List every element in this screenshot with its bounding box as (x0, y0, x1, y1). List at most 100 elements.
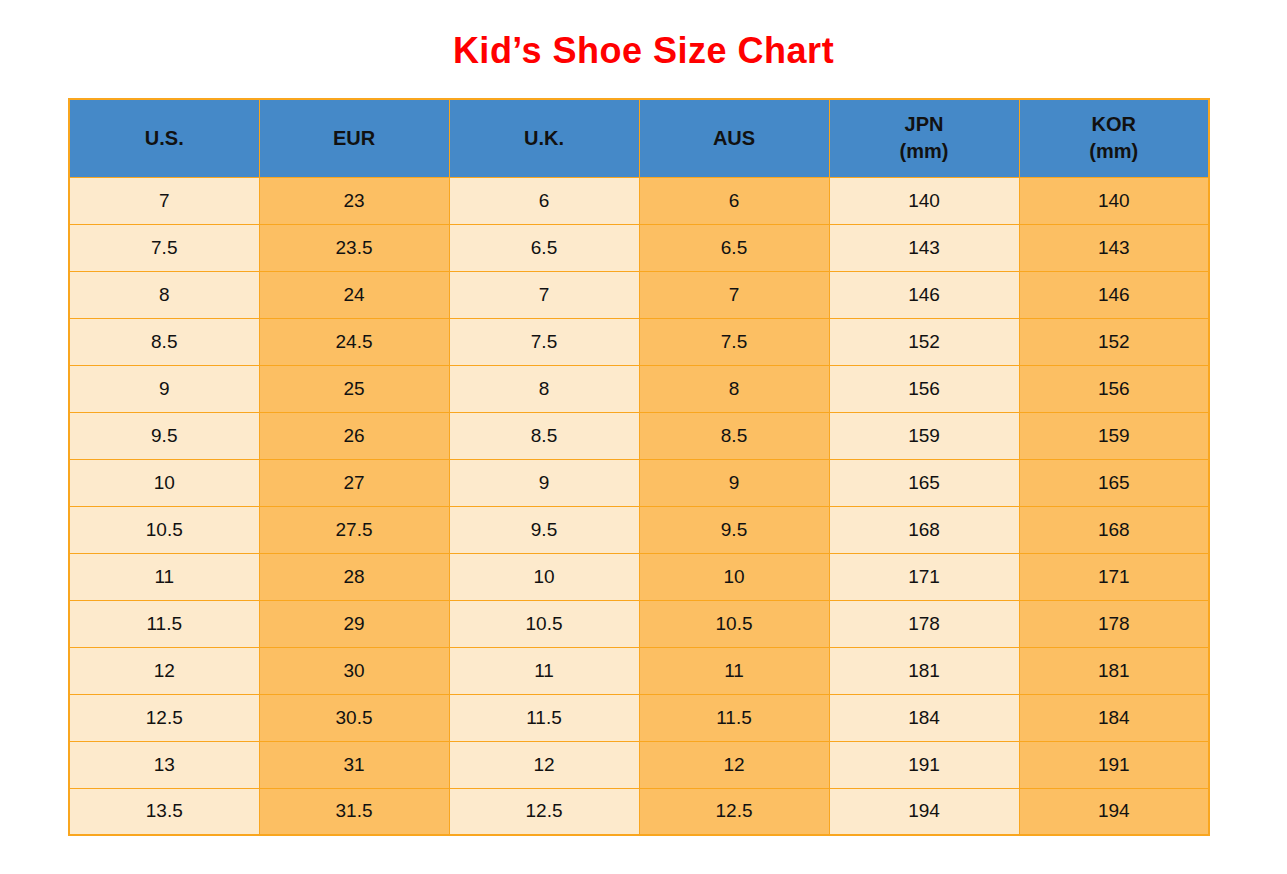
table-cell: 184 (1019, 694, 1209, 741)
table-cell: 152 (1019, 318, 1209, 365)
column-header-aus: AUS (639, 99, 829, 177)
table-row: 11281010171171 (69, 553, 1209, 600)
table-cell: 194 (1019, 788, 1209, 835)
table-cell: 10 (639, 553, 829, 600)
table-cell: 6.5 (639, 224, 829, 271)
table-cell: 8 (69, 271, 259, 318)
table-body: 723661401407.523.56.56.51431438247714614… (69, 177, 1209, 835)
table-cell: 25 (259, 365, 449, 412)
table-cell: 7 (639, 271, 829, 318)
table-cell: 168 (1019, 506, 1209, 553)
table-cell: 8.5 (449, 412, 639, 459)
table-cell: 178 (829, 600, 1019, 647)
table-cell: 11 (449, 647, 639, 694)
table-cell: 31.5 (259, 788, 449, 835)
column-label: KOR (1020, 111, 1209, 138)
column-header-jpn: JPN(mm) (829, 99, 1019, 177)
table-cell: 30 (259, 647, 449, 694)
shoe-size-table: U.S.EURU.K.AUSJPN(mm)KOR(mm) 72366140140… (68, 98, 1210, 836)
table-cell: 152 (829, 318, 1019, 365)
table-row: 11.52910.510.5178178 (69, 600, 1209, 647)
table-cell: 8.5 (639, 412, 829, 459)
table-cell: 9 (449, 459, 639, 506)
column-header-us: U.S. (69, 99, 259, 177)
table-cell: 165 (1019, 459, 1209, 506)
table-cell: 171 (829, 553, 1019, 600)
column-sublabel: (mm) (830, 138, 1019, 165)
header-row: U.S.EURU.K.AUSJPN(mm)KOR(mm) (69, 99, 1209, 177)
table-cell: 8.5 (69, 318, 259, 365)
table-cell: 9.5 (449, 506, 639, 553)
table-row: 8.524.57.57.5152152 (69, 318, 1209, 365)
table-cell: 159 (1019, 412, 1209, 459)
table-cell: 9.5 (69, 412, 259, 459)
table-row: 12.530.511.511.5184184 (69, 694, 1209, 741)
table-cell: 171 (1019, 553, 1209, 600)
table-cell: 31 (259, 741, 449, 788)
table-row: 92588156156 (69, 365, 1209, 412)
table-header: U.S.EURU.K.AUSJPN(mm)KOR(mm) (69, 99, 1209, 177)
table-cell: 10 (69, 459, 259, 506)
page-title: Kid’s Shoe Size Chart (0, 30, 1287, 72)
table-cell: 7.5 (639, 318, 829, 365)
table-cell: 10.5 (69, 506, 259, 553)
table-cell: 6.5 (449, 224, 639, 271)
table-cell: 24.5 (259, 318, 449, 365)
table-cell: 184 (829, 694, 1019, 741)
table-cell: 194 (829, 788, 1019, 835)
table-row: 82477146146 (69, 271, 1209, 318)
table-cell: 11.5 (69, 600, 259, 647)
table-cell: 9 (639, 459, 829, 506)
table-row: 9.5268.58.5159159 (69, 412, 1209, 459)
column-sublabel: (mm) (1020, 138, 1209, 165)
column-label: EUR (260, 125, 449, 152)
table-cell: 159 (829, 412, 1019, 459)
table-cell: 140 (829, 177, 1019, 224)
table-cell: 12.5 (639, 788, 829, 835)
table-cell: 24 (259, 271, 449, 318)
table-row: 72366140140 (69, 177, 1209, 224)
column-label: U.S. (70, 125, 259, 152)
table-cell: 6 (449, 177, 639, 224)
table-row: 12301111181181 (69, 647, 1209, 694)
table-cell: 8 (449, 365, 639, 412)
table-cell: 10.5 (449, 600, 639, 647)
table-cell: 146 (829, 271, 1019, 318)
table-cell: 12 (69, 647, 259, 694)
table-cell: 11.5 (639, 694, 829, 741)
column-label: U.K. (450, 125, 639, 152)
table-cell: 8 (639, 365, 829, 412)
table-cell: 7.5 (69, 224, 259, 271)
table-row: 13.531.512.512.5194194 (69, 788, 1209, 835)
table-cell: 11 (69, 553, 259, 600)
table-cell: 143 (829, 224, 1019, 271)
table-cell: 9.5 (639, 506, 829, 553)
table-cell: 13 (69, 741, 259, 788)
table-cell: 9 (69, 365, 259, 412)
table-cell: 10 (449, 553, 639, 600)
table-cell: 11.5 (449, 694, 639, 741)
table-cell: 10.5 (639, 600, 829, 647)
table-row: 7.523.56.56.5143143 (69, 224, 1209, 271)
table-cell: 12.5 (69, 694, 259, 741)
table-cell: 12 (449, 741, 639, 788)
column-header-kor: KOR(mm) (1019, 99, 1209, 177)
column-header-uk: U.K. (449, 99, 639, 177)
table-cell: 191 (1019, 741, 1209, 788)
column-label: JPN (830, 111, 1019, 138)
table-cell: 181 (829, 647, 1019, 694)
table-cell: 13.5 (69, 788, 259, 835)
table-cell: 165 (829, 459, 1019, 506)
table-cell: 7 (449, 271, 639, 318)
table-cell: 23 (259, 177, 449, 224)
table-cell: 7 (69, 177, 259, 224)
table-row: 13311212191191 (69, 741, 1209, 788)
table-cell: 6 (639, 177, 829, 224)
table-cell: 30.5 (259, 694, 449, 741)
table-cell: 23.5 (259, 224, 449, 271)
column-label: AUS (640, 125, 829, 152)
table-cell: 11 (639, 647, 829, 694)
table-cell: 26 (259, 412, 449, 459)
table-cell: 143 (1019, 224, 1209, 271)
table-cell: 28 (259, 553, 449, 600)
